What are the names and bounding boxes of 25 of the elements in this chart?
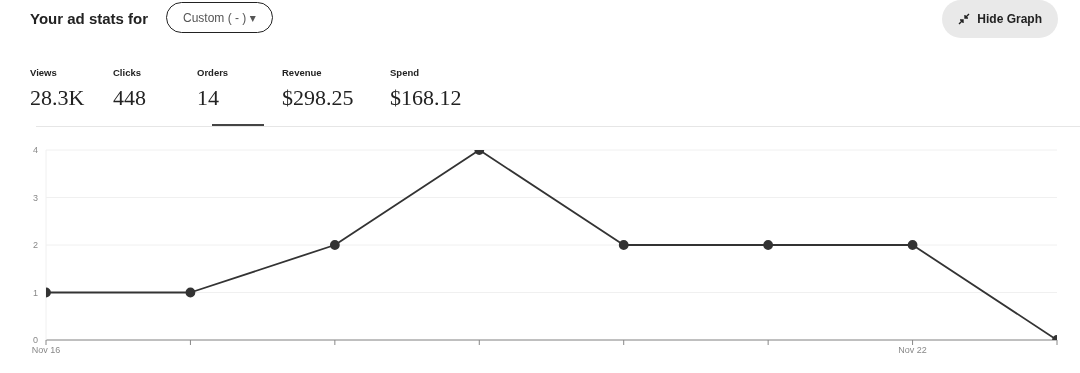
point xyxy=(907,240,918,250)
text: Custom ( - ) ▾ xyxy=(166,2,273,33)
x-tick-label: Nov 22 xyxy=(898,345,927,356)
point xyxy=(618,240,629,250)
x-tick-label: Nov 16 xyxy=(31,345,61,356)
text: 14 xyxy=(197,85,220,111)
y-tick-label: 1 xyxy=(32,287,38,298)
chart-title: Your ad stats for xyxy=(30,10,149,27)
y-tick-label: 0 xyxy=(32,335,38,346)
text: 448 xyxy=(113,85,146,111)
text: Views xyxy=(30,67,58,78)
point xyxy=(763,240,774,250)
text: Revenue xyxy=(282,67,323,78)
y-tick-label: 2 xyxy=(32,240,38,251)
text: $298.25 xyxy=(282,85,354,111)
text: Orders xyxy=(197,67,229,78)
y-tick-label: 4 xyxy=(32,145,38,156)
text: 28.3K xyxy=(30,85,85,111)
point xyxy=(185,287,196,298)
text: Spend xyxy=(390,67,421,78)
y-tick-label: 3 xyxy=(32,192,38,203)
point xyxy=(329,240,340,250)
text: Hide Graph xyxy=(977,12,1042,26)
text: Clicks xyxy=(113,67,142,78)
text: $168.12 xyxy=(390,85,462,111)
